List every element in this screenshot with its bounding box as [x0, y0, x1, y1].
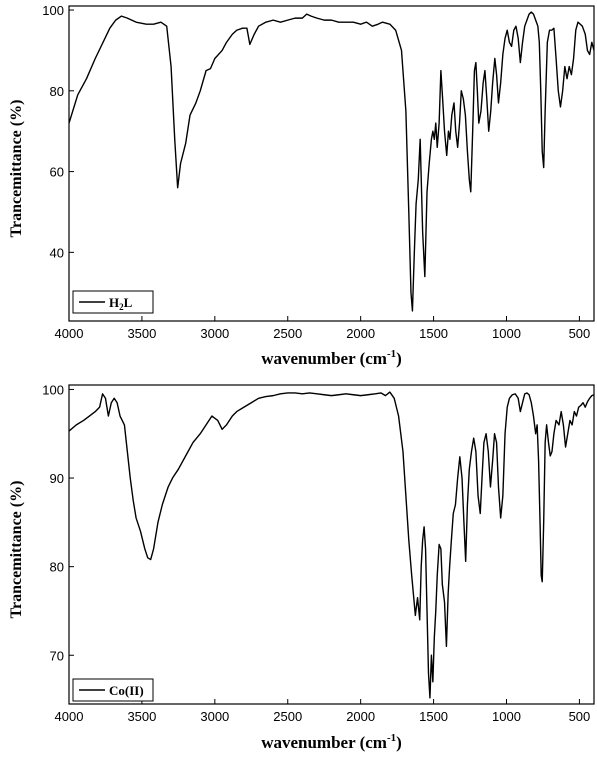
y-tick-label: 80 — [50, 560, 64, 575]
legend-box — [72, 678, 154, 702]
x-tick-label: 2000 — [346, 709, 375, 724]
x-tick-label: 3500 — [127, 326, 156, 341]
x-tick-label: 1500 — [419, 326, 448, 341]
x-axis-title-text: wavenumber (cm — [261, 349, 387, 368]
x-tick-label: 500 — [569, 326, 591, 341]
x-tick-label: 2500 — [273, 709, 302, 724]
x-axis-title-end: ) — [396, 733, 402, 752]
x-tick-label: 3500 — [127, 709, 156, 724]
x-tick-label: 500 — [569, 709, 591, 724]
x-tick-label: 4000 — [55, 326, 84, 341]
x-tick-label: 4000 — [55, 709, 84, 724]
x-axis-title: wavenumber (cm-1) — [261, 732, 402, 752]
y-tick-label: 100 — [42, 382, 64, 397]
legend-box — [72, 290, 154, 314]
x-axis-title-text: wavenumber (cm — [261, 733, 387, 752]
legend-label-subscript: 2 — [119, 302, 124, 312]
y-tick-label: 70 — [50, 648, 64, 663]
legend-label-end: L — [124, 295, 133, 310]
legend-label: H2L — [109, 295, 133, 312]
y-axis-title: Trancemittance (%) — [8, 100, 25, 238]
chart-panel-2: 4000 3500 3000 2500 2000 1500 1000 500 70 80 90 100… — [8, 382, 595, 752]
legend-label: Co(II) — [109, 683, 144, 698]
x-tick-label: 1500 — [419, 709, 448, 724]
chart-panel-1: 4000 3500 3000 2500 2000 1500 1000 500 40 60 80 100… — [8, 3, 595, 368]
x-tick-label: 3000 — [200, 326, 229, 341]
x-axis-title: wavenumber (cm-1) — [261, 348, 402, 368]
y-axis-title: Trancemittance (%) — [8, 481, 25, 619]
y-tick-label: 100 — [42, 3, 64, 18]
plot-frame — [68, 384, 595, 705]
x-tick-label: 2500 — [273, 326, 302, 341]
x-tick-label: 1000 — [492, 709, 521, 724]
y-tick-label: 60 — [50, 165, 64, 180]
series-line-1 — [69, 391, 594, 699]
y-tick-label: 80 — [50, 84, 64, 99]
x-tick-label: 1000 — [492, 326, 521, 341]
plot-frame — [68, 5, 595, 322]
y-tick-label: 40 — [50, 245, 64, 260]
y-tick-label: 90 — [50, 471, 64, 486]
legend-label-main: H — [109, 295, 119, 310]
x-axis-title-end: ) — [396, 349, 402, 368]
x-axis-title-superscript: -1 — [387, 732, 396, 744]
x-tick-label: 3000 — [200, 709, 229, 724]
x-axis-title-superscript: -1 — [387, 348, 396, 360]
x-tick-label: 2000 — [346, 326, 375, 341]
series-line-1 — [69, 11, 594, 312]
